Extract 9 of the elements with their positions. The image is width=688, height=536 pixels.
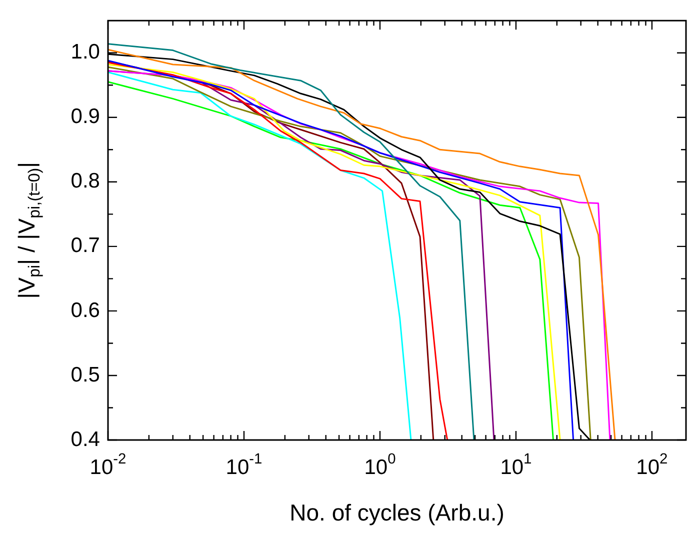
y-tick-label: 0.5	[70, 363, 100, 386]
y-tick-label: 0.4	[70, 428, 100, 451]
y-tick-label: 0.8	[70, 170, 100, 193]
y-tick-label: 1.0	[70, 40, 100, 64]
y-tick-label: 0.9	[70, 105, 100, 128]
y-tick-label: 0.7	[70, 234, 100, 258]
y-tick-label: 0.6	[70, 298, 100, 322]
y-axis-title: |Vpi| / |Vpi,(t=0)|	[13, 162, 44, 299]
x-axis-title: No. of cycles (Arb.u.)	[290, 499, 504, 526]
